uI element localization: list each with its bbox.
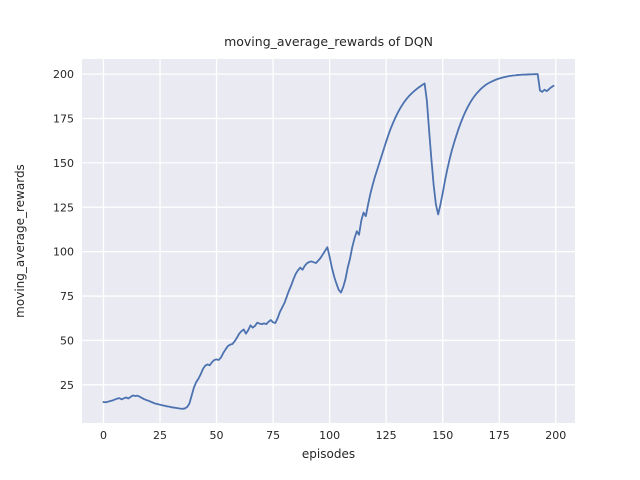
x-tick-label: 125 — [376, 429, 397, 442]
x-tick-label: 50 — [210, 429, 224, 442]
y-tick-label: 100 — [53, 246, 74, 259]
chart-title: moving_average_rewards of DQN — [224, 34, 433, 49]
y-tick-labels: 25 50 75 100 125 150 175 200 — [53, 68, 74, 392]
reward-line — [102, 73, 555, 410]
x-tick-labels: 0 25 50 75 100 125 150 175 200 — [100, 429, 566, 442]
x-tick-label: 175 — [489, 429, 510, 442]
y-tick-label: 200 — [53, 68, 74, 81]
y-tick-label: 25 — [60, 379, 74, 392]
plot-area — [82, 59, 575, 423]
y-tick-label: 150 — [53, 157, 74, 170]
y-axis-label: moving_average_rewards — [13, 164, 27, 318]
y-tick-label: 50 — [60, 334, 74, 347]
y-tick-label: 125 — [53, 201, 74, 214]
x-tick-label: 150 — [432, 429, 453, 442]
x-axis-label: episodes — [302, 447, 355, 461]
x-tick-label: 100 — [319, 429, 340, 442]
x-tick-label: 75 — [266, 429, 280, 442]
y-tick-label: 175 — [53, 112, 74, 125]
x-tick-label: 0 — [100, 429, 107, 442]
y-tick-label: 75 — [60, 290, 74, 303]
x-tick-label: 200 — [545, 429, 566, 442]
x-tick-label: 25 — [153, 429, 167, 442]
